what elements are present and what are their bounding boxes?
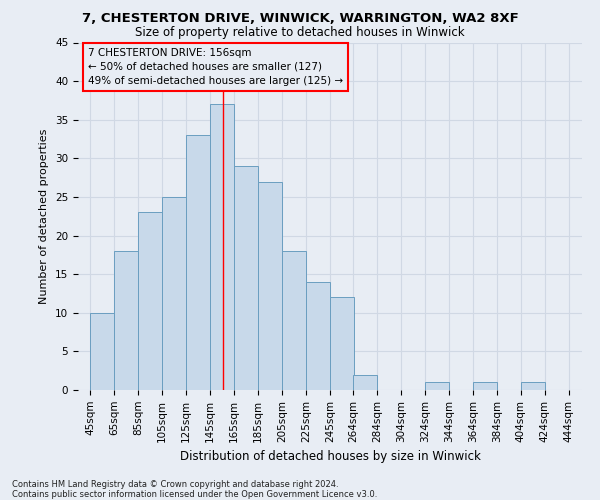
Y-axis label: Number of detached properties: Number of detached properties xyxy=(40,128,49,304)
Bar xyxy=(114,251,138,390)
Bar xyxy=(258,182,282,390)
Bar xyxy=(473,382,497,390)
Text: Contains HM Land Registry data © Crown copyright and database right 2024.
Contai: Contains HM Land Registry data © Crown c… xyxy=(12,480,377,499)
Bar xyxy=(353,374,377,390)
Bar xyxy=(306,282,330,390)
Bar xyxy=(330,298,354,390)
Bar xyxy=(521,382,545,390)
Bar xyxy=(425,382,449,390)
Text: 7, CHESTERTON DRIVE, WINWICK, WARRINGTON, WA2 8XF: 7, CHESTERTON DRIVE, WINWICK, WARRINGTON… xyxy=(82,12,518,26)
Bar xyxy=(234,166,258,390)
Bar xyxy=(138,212,162,390)
Bar xyxy=(186,135,210,390)
Text: 7 CHESTERTON DRIVE: 156sqm
← 50% of detached houses are smaller (127)
49% of sem: 7 CHESTERTON DRIVE: 156sqm ← 50% of deta… xyxy=(88,48,343,86)
Text: Size of property relative to detached houses in Winwick: Size of property relative to detached ho… xyxy=(135,26,465,39)
Bar xyxy=(282,251,306,390)
X-axis label: Distribution of detached houses by size in Winwick: Distribution of detached houses by size … xyxy=(179,450,481,463)
Bar xyxy=(210,104,234,390)
Bar xyxy=(162,197,186,390)
Bar xyxy=(90,313,114,390)
